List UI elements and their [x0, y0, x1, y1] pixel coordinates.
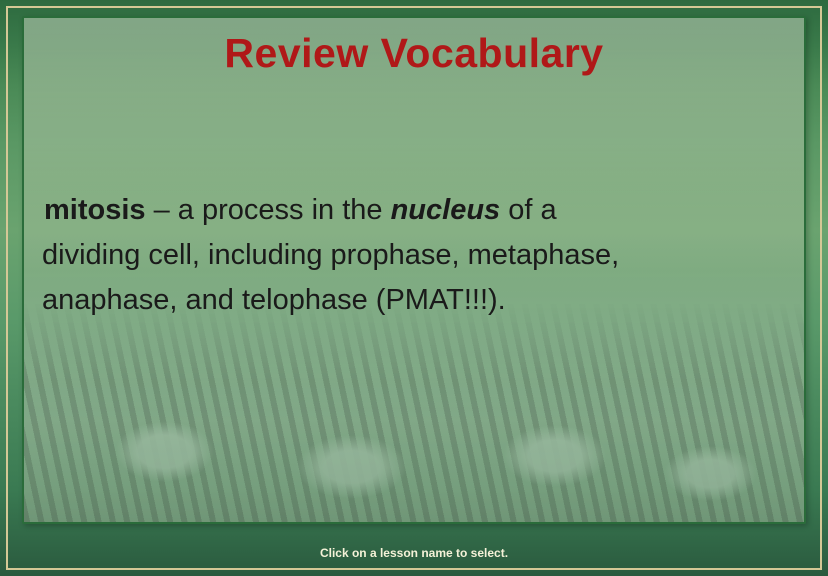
definition-block: mitosis – a process in the nucleus of a … — [42, 188, 786, 323]
definition-line-3: anaphase, and telophase (PMAT!!!). — [42, 278, 786, 323]
footer-instruction[interactable]: Click on a lesson name to select. — [0, 546, 828, 560]
term-separator: – — [146, 194, 178, 226]
background-zebra-texture — [24, 302, 804, 522]
def-text-1b: of a — [500, 194, 556, 226]
vocab-term: mitosis — [44, 194, 146, 226]
slide-title: Review Vocabulary — [24, 30, 804, 77]
content-panel: Review Vocabulary mitosis – a process in… — [22, 16, 806, 524]
def-emphasis: nucleus — [391, 194, 501, 226]
definition-line-1: mitosis – a process in the nucleus of a — [42, 188, 786, 233]
def-text-1a: a process in the — [178, 194, 391, 226]
slide-container: Review Vocabulary mitosis – a process in… — [0, 0, 828, 576]
definition-line-2: dividing cell, including prophase, metap… — [42, 233, 786, 278]
